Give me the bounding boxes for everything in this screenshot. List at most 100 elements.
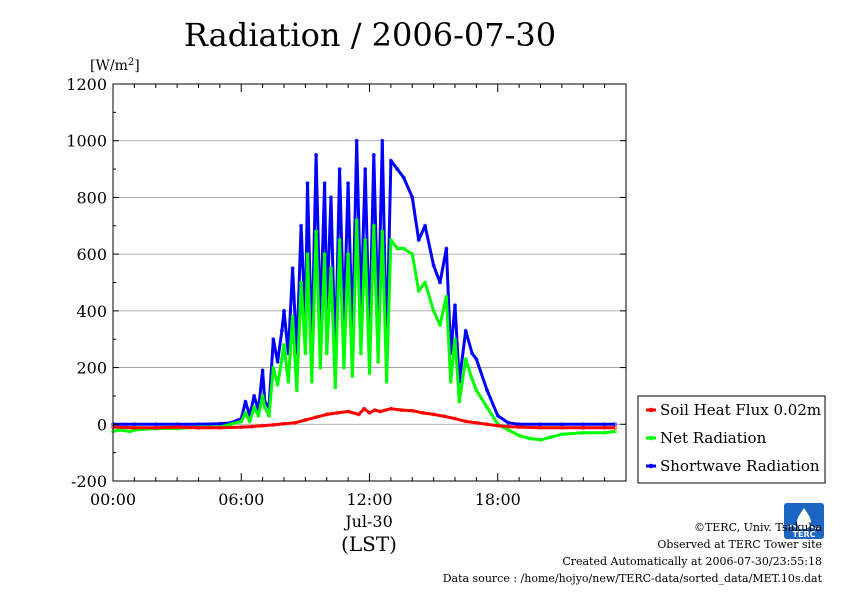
data-point (260, 423, 265, 428)
data-point (452, 337, 457, 342)
data-point (239, 419, 244, 424)
data-point (388, 237, 393, 242)
data-point (506, 420, 511, 425)
data-point (266, 413, 271, 418)
data-point (324, 412, 329, 417)
data-point (196, 425, 201, 430)
legend-label: Soil Heat Flux 0.02m (660, 401, 821, 419)
data-point (281, 308, 286, 313)
data-point (281, 421, 286, 426)
data-point (474, 388, 479, 393)
data-point (549, 434, 554, 439)
data-point (380, 138, 385, 143)
data-point (299, 280, 304, 285)
x-axis-label: (LST) (341, 532, 397, 556)
data-point (322, 252, 327, 257)
y-tick-label: 600 (76, 245, 107, 264)
data-point (256, 413, 261, 418)
data-point (463, 328, 468, 333)
data-point (581, 430, 586, 435)
water-drop-icon (797, 508, 811, 529)
data-point (341, 365, 346, 370)
y-unit-label: [W/m2] (90, 57, 140, 74)
data-point (452, 303, 457, 308)
data-point (437, 280, 442, 285)
data-point (470, 351, 475, 356)
data-point (314, 229, 319, 234)
data-point (354, 218, 359, 223)
data-point (517, 425, 522, 430)
data-point (401, 175, 406, 180)
y-tick-label: 400 (76, 302, 107, 321)
data-point (538, 425, 543, 430)
logo-text: TERC (793, 530, 816, 539)
data-point (279, 357, 284, 362)
data-point (286, 379, 291, 384)
data-point (495, 423, 500, 428)
data-point (333, 385, 338, 390)
data-point (281, 342, 286, 347)
chart-title: Radiation / 2006-07-30 (184, 16, 556, 54)
data-point (401, 246, 406, 251)
legend-marker (648, 463, 654, 469)
data-point (260, 393, 265, 398)
data-point (410, 195, 415, 200)
data-point (423, 280, 428, 285)
data-point (463, 419, 468, 424)
data-point (506, 424, 511, 429)
data-point (371, 152, 376, 157)
data-point (363, 237, 368, 242)
data-point (354, 138, 359, 143)
series-line-soil-heat-flux-0-02m (112, 407, 616, 430)
data-point (247, 419, 252, 424)
data-point (153, 425, 158, 430)
data-point (470, 376, 475, 381)
y-tick-label: 1200 (66, 75, 107, 94)
credit-created: Created Automatically at 2006-07-30/23:5… (562, 555, 822, 568)
data-point (457, 399, 462, 404)
data-point (294, 388, 299, 393)
data-point (290, 314, 295, 319)
data-point (305, 252, 310, 257)
data-point (217, 425, 222, 430)
data-point (252, 393, 257, 398)
data-point (495, 413, 500, 418)
wave-icon (787, 524, 821, 530)
x-tick-label: 06:00 (218, 490, 264, 509)
data-point (362, 406, 367, 411)
data-point (380, 229, 385, 234)
y-tick-label: -200 (71, 472, 107, 491)
data-point (367, 371, 372, 376)
data-point (388, 406, 393, 411)
data-point (431, 412, 436, 417)
data-point (271, 365, 276, 370)
x-tick-label: 00:00 (90, 490, 136, 509)
legend-label: Net Radiation (660, 429, 767, 447)
data-point (399, 408, 404, 413)
data-point (474, 357, 479, 362)
data-point (559, 432, 564, 437)
data-point (243, 399, 248, 404)
data-point (444, 294, 449, 299)
data-point (372, 408, 377, 413)
data-point (420, 410, 425, 415)
data-point (346, 181, 351, 186)
data-point (431, 263, 436, 268)
data-point (485, 405, 490, 410)
data-point (337, 237, 342, 242)
data-point (358, 351, 363, 356)
data-point (527, 436, 532, 441)
data-point (416, 237, 421, 242)
data-point (243, 410, 248, 415)
data-point (335, 410, 340, 415)
data-point (410, 408, 415, 413)
data-point (613, 425, 618, 430)
data-point (314, 415, 319, 420)
y-tick-label: 800 (76, 188, 107, 207)
legend-marker (648, 407, 654, 413)
series-line-net-radiation (112, 218, 616, 442)
data-point (452, 416, 457, 421)
credit-copyright: ©TERC, Univ. Tsukuba (694, 521, 822, 534)
y-unit-close: ] (134, 58, 139, 74)
